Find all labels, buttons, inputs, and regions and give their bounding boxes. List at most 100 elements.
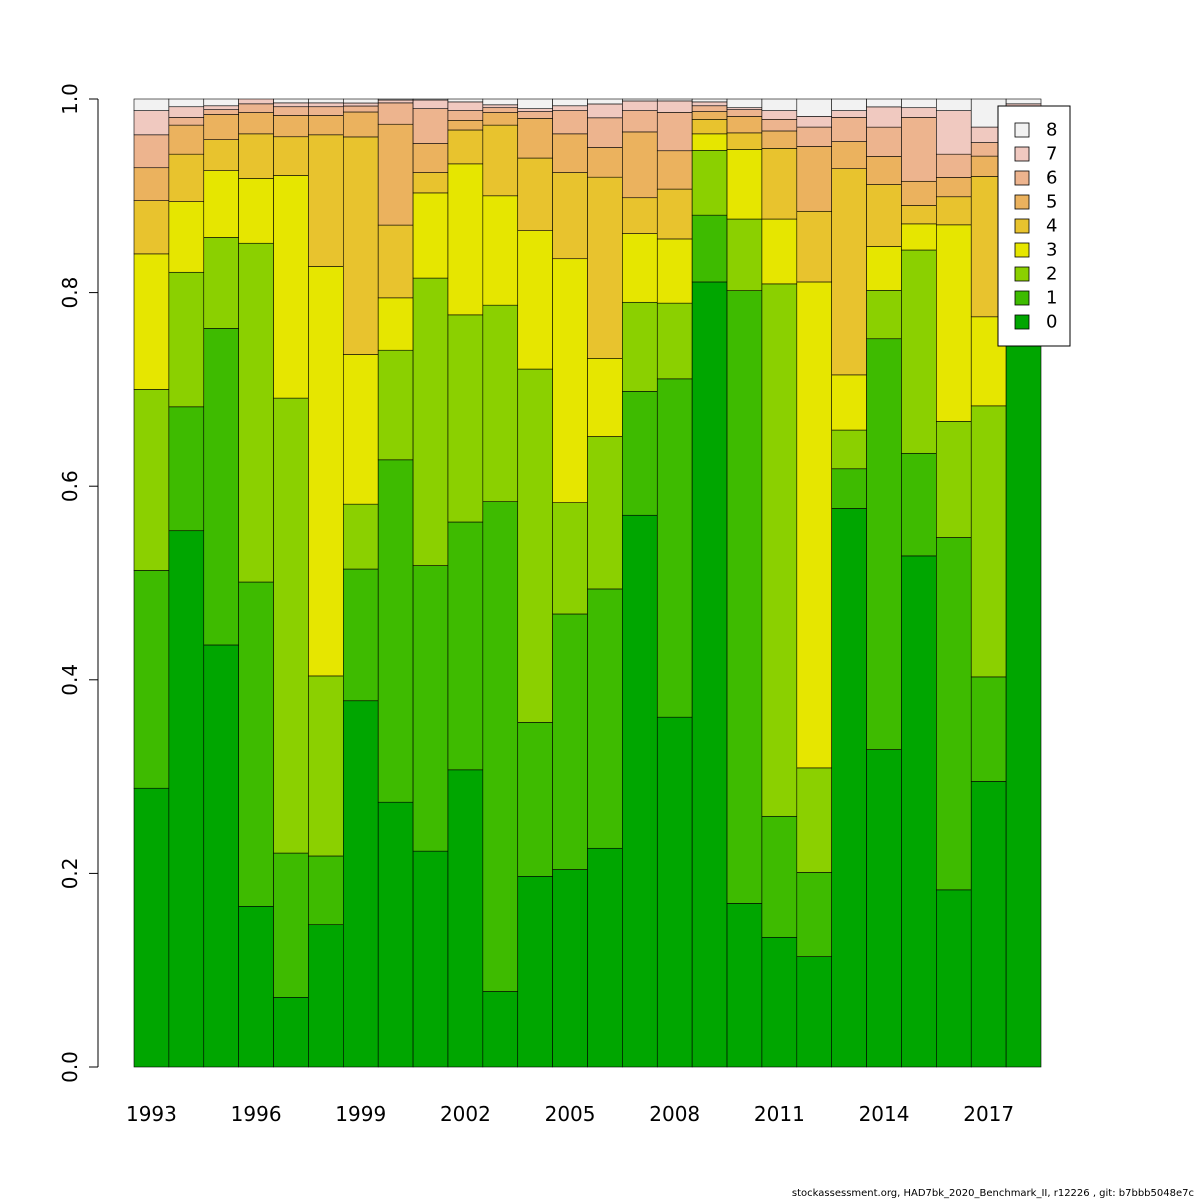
bar-segment-2001-age-2 xyxy=(412,277,449,566)
bar-segment-2002-age-7 xyxy=(447,101,484,111)
bar-segment-2010-age-2 xyxy=(726,218,763,291)
bar-segment-1999-age-3 xyxy=(343,354,379,505)
bar-segment-2002-age-0 xyxy=(447,769,484,1068)
legend-swatch-6 xyxy=(1014,170,1030,186)
legend-label-3: 3 xyxy=(1046,240,1057,261)
bar-segment-2010-age-0 xyxy=(726,903,763,1068)
bar-segment-2002-age-8 xyxy=(447,98,484,103)
bar-segment-2004-age-8 xyxy=(517,98,553,109)
bar-segment-2012-age-8 xyxy=(796,98,832,117)
bar-segment-2015-age-1 xyxy=(901,452,937,557)
bar-segment-2010-age-3 xyxy=(726,149,763,220)
bar-segment-2000-age-5 xyxy=(377,123,414,226)
bar-segment-2008-age-1 xyxy=(656,378,693,718)
bar-segment-1996-age-6 xyxy=(238,103,274,113)
bar-segment-2015-age-6 xyxy=(901,117,937,182)
bar-segment-2000-age-0 xyxy=(377,801,414,1068)
legend-label-1: 1 xyxy=(1046,288,1057,309)
bar-segment-2007-age-5 xyxy=(622,131,658,199)
bar-segment-1995-age-5 xyxy=(203,114,239,140)
bar-segment-2005-age-3 xyxy=(552,258,588,503)
legend-swatch-4 xyxy=(1014,218,1030,234)
bar-segment-1997-age-7 xyxy=(273,102,309,108)
y-tick-label-0.6: 0.6 xyxy=(58,470,82,502)
bar-segment-2013-age-2 xyxy=(831,429,867,470)
legend-swatch-3 xyxy=(1014,242,1030,258)
bar-segment-2014-age-3 xyxy=(866,246,902,291)
bar-segment-2010-age-4 xyxy=(726,132,763,150)
bar-segment-2000-age-3 xyxy=(377,297,414,351)
y-tick-label-0.8: 0.8 xyxy=(58,277,82,309)
bar-segment-2005-age-8 xyxy=(552,98,588,107)
bar-segment-2015-age-0 xyxy=(901,555,937,1068)
bar-segment-2013-age-6 xyxy=(831,117,867,142)
bar-segment-2001-age-8 xyxy=(412,98,449,101)
bar-segment-1995-age-1 xyxy=(203,328,239,646)
bar-segment-2007-age-2 xyxy=(622,301,658,392)
bar-segment-1994-age-3 xyxy=(168,201,205,273)
bar-segment-1993-age-4 xyxy=(133,200,170,255)
bar-segment-1999-age-7 xyxy=(343,102,379,107)
x-tick-label-1993: 1993 xyxy=(126,1102,177,1126)
bar-segment-1998-age-5 xyxy=(308,115,344,136)
legend-label-5: 5 xyxy=(1046,192,1057,213)
bar-segment-1997-age-1 xyxy=(273,852,309,998)
legend-label-2: 2 xyxy=(1046,264,1057,285)
bar-segment-2002-age-2 xyxy=(447,314,484,523)
bar-segment-1994-age-4 xyxy=(168,153,205,202)
bar-segment-1993-age-2 xyxy=(133,389,170,571)
bar-segment-2010-age-1 xyxy=(726,290,763,904)
bar-segment-1994-age-6 xyxy=(168,117,205,126)
y-tick-label-0.4: 0.4 xyxy=(58,664,82,696)
bar-segment-1998-age-1 xyxy=(308,855,344,926)
x-tick-label-2014: 2014 xyxy=(859,1102,910,1126)
legend-swatch-8 xyxy=(1014,122,1030,138)
bar-segment-2008-age-8 xyxy=(656,98,693,102)
bar-segment-2015-age-4 xyxy=(901,205,937,225)
legend-label-0: 0 xyxy=(1046,312,1057,333)
bar-segment-2004-age-1 xyxy=(517,722,553,877)
footer-credit: stockassessment.org, HAD7bk_2020_Benchma… xyxy=(791,1188,1194,1199)
bar-segment-1995-age-8 xyxy=(203,98,239,107)
bar-segment-1993-age-6 xyxy=(133,134,170,169)
bar-segment-2005-age-1 xyxy=(552,613,588,870)
bar-segment-1999-age-0 xyxy=(343,700,379,1068)
bar-segment-1997-age-2 xyxy=(273,397,309,854)
bar-segment-2016-age-4 xyxy=(936,196,972,226)
bar-segment-2000-age-7 xyxy=(377,99,414,104)
bar-segment-2015-age-2 xyxy=(901,249,937,454)
bar-segment-2012-age-6 xyxy=(796,126,832,147)
bar-segment-2000-age-6 xyxy=(377,102,414,125)
bar-segment-1996-age-1 xyxy=(238,581,274,907)
bar-segment-2014-age-6 xyxy=(866,126,902,157)
bar-segment-1997-age-3 xyxy=(273,175,309,399)
bar-segment-2005-age-4 xyxy=(552,172,588,260)
bar-segment-1997-age-8 xyxy=(273,98,309,104)
bar-segment-2001-age-7 xyxy=(412,99,449,109)
bar-segment-2011-age-5 xyxy=(761,130,798,149)
bar-segment-2009-age-7 xyxy=(691,101,728,107)
bar-segment-2013-age-0 xyxy=(831,508,867,1068)
bar-segment-1997-age-4 xyxy=(273,136,309,176)
bar-segment-1999-age-2 xyxy=(343,503,379,570)
bar-segment-1994-age-5 xyxy=(168,124,205,155)
bar-segment-1996-age-5 xyxy=(238,112,274,135)
bar-segment-2001-age-3 xyxy=(412,192,449,279)
bar-segment-1995-age-6 xyxy=(203,109,239,115)
bar-segment-1996-age-2 xyxy=(238,242,274,583)
bar-segment-2009-age-0 xyxy=(691,281,728,1068)
bar-segment-2006-age-6 xyxy=(587,117,623,148)
bar-segment-1998-age-8 xyxy=(308,98,344,104)
bar-segment-2008-age-3 xyxy=(656,238,693,304)
bar-segment-2008-age-5 xyxy=(656,150,693,190)
bar-segment-2004-age-5 xyxy=(517,118,553,159)
x-tick-label-2002: 2002 xyxy=(440,1102,491,1126)
bar-segment-2002-age-5 xyxy=(447,120,484,131)
bar-segment-2018-age-8 xyxy=(1005,98,1042,105)
bar-segment-2011-age-7 xyxy=(761,110,798,120)
bar-segment-2013-age-1 xyxy=(831,468,867,509)
bar-segment-2006-age-3 xyxy=(587,358,623,437)
bar-segment-2004-age-4 xyxy=(517,157,553,231)
bar-segment-2010-age-8 xyxy=(726,98,763,109)
